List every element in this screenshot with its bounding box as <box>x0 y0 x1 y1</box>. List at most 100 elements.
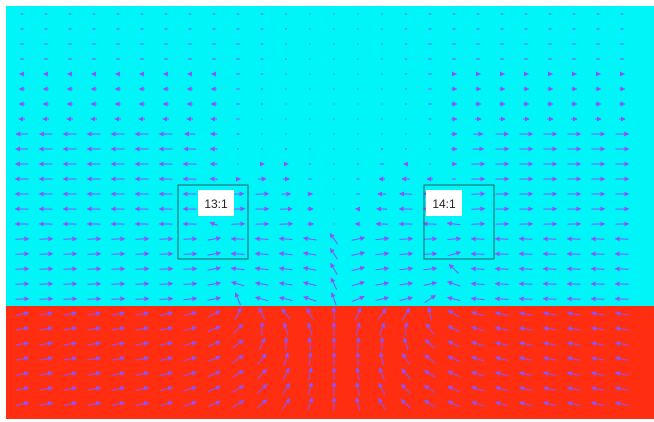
field-arrow <box>230 266 245 272</box>
field-arrow <box>399 296 414 301</box>
field-arrow <box>183 370 197 377</box>
field-arrow <box>39 386 54 391</box>
field-arrow <box>308 366 313 381</box>
field-arrow <box>425 322 435 335</box>
field-arrow <box>566 356 581 362</box>
field-arrow <box>354 396 361 411</box>
field-arrow <box>230 251 245 257</box>
field-arrow <box>232 370 245 378</box>
field-arrow <box>63 386 78 391</box>
field-arrow <box>566 401 581 406</box>
field-arrow <box>471 325 485 332</box>
field-arrow <box>285 133 287 135</box>
field-arrow <box>590 326 605 332</box>
field-arrow <box>378 397 386 410</box>
field-arrow <box>403 321 409 336</box>
field-arrow <box>183 325 198 332</box>
field-arrow <box>282 322 289 336</box>
field-arrow <box>518 236 533 242</box>
field-arrow <box>357 13 359 15</box>
field-arrow <box>87 356 102 362</box>
field-arrow <box>135 236 150 242</box>
field-arrow <box>355 381 360 396</box>
field-arrow <box>307 397 314 411</box>
field-arrow <box>333 178 335 180</box>
field-arrow <box>375 266 390 272</box>
field-arrow <box>15 386 30 391</box>
field-arrow <box>566 326 581 332</box>
field-arrow <box>542 371 557 376</box>
field-arrow <box>232 339 244 349</box>
field-arrow <box>494 356 509 361</box>
upper-region <box>6 6 654 306</box>
field-arrow <box>302 281 317 287</box>
field-arrow <box>447 325 461 333</box>
field-arrow <box>207 236 222 242</box>
field-arrow <box>375 281 390 287</box>
field-arrow <box>111 341 126 347</box>
field-arrow <box>285 88 287 90</box>
field-arrow <box>111 326 126 332</box>
field-arrow <box>135 281 150 287</box>
field-arrow <box>333 163 335 165</box>
field-arrow <box>256 399 268 409</box>
field-arrow <box>159 341 174 346</box>
field-arrow <box>333 58 335 60</box>
field-arrow <box>39 311 54 317</box>
field-arrow <box>207 385 221 392</box>
field-arrow <box>15 356 30 362</box>
field-arrow <box>256 384 268 394</box>
field-arrow <box>447 400 461 408</box>
field-arrow <box>285 103 287 105</box>
field-arrow <box>402 352 410 365</box>
field-arrow <box>470 266 485 272</box>
field-arrow <box>15 401 30 406</box>
field-arrow <box>446 296 461 302</box>
field-arrow <box>542 311 557 317</box>
field-arrow <box>309 43 311 45</box>
field-arrow <box>333 223 335 225</box>
field-arrow <box>15 371 30 377</box>
field-arrow <box>232 400 245 408</box>
field-arrow <box>399 281 414 287</box>
field-arrow <box>209 221 218 227</box>
field-arrow <box>63 311 78 317</box>
field-arrow <box>542 386 557 391</box>
source-box-left <box>177 184 249 260</box>
field-arrow <box>232 191 245 197</box>
field-arrow <box>207 355 221 362</box>
field-arrow <box>183 385 197 392</box>
field-arrow <box>518 386 533 391</box>
field-arrow <box>614 341 629 347</box>
field-arrow <box>357 73 359 75</box>
field-arrow <box>447 385 461 393</box>
field-arrow <box>254 266 269 272</box>
field-arrow <box>518 251 533 257</box>
field-arrow <box>423 251 438 257</box>
field-arrow <box>306 307 314 320</box>
field-arrow <box>495 400 509 407</box>
field-arrow <box>471 400 485 407</box>
field-arrow <box>207 281 222 287</box>
field-arrow <box>333 208 335 210</box>
field-arrow <box>333 133 335 135</box>
field-arrow <box>333 43 335 45</box>
field-arrow <box>159 281 174 287</box>
field-arrow <box>39 341 54 347</box>
field-arrow <box>518 266 533 272</box>
field-arrow <box>427 306 433 321</box>
field-arrow <box>309 28 311 30</box>
field-arrow <box>518 326 533 332</box>
field-arrow <box>351 295 365 302</box>
field-arrow <box>135 266 150 272</box>
field-arrow <box>378 382 386 395</box>
field-arrow <box>614 386 629 391</box>
field-arrow <box>135 296 150 302</box>
field-arrow <box>232 354 245 364</box>
field-arrow <box>283 352 290 366</box>
source-box-right <box>423 184 495 260</box>
field-arrow <box>614 371 629 377</box>
field-arrow <box>518 311 533 317</box>
field-arrow <box>333 118 335 120</box>
field-arrow <box>354 307 362 321</box>
